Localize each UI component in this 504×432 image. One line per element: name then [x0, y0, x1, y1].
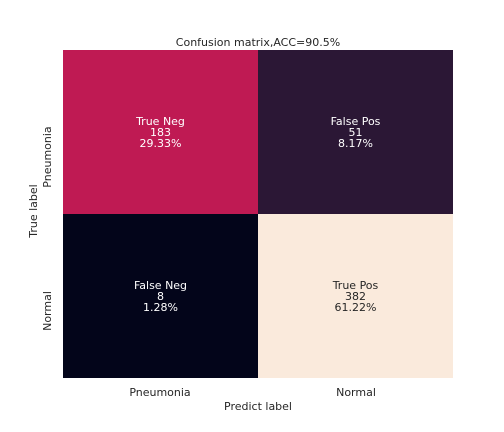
heatmap-cell-1-0	[63, 214, 258, 378]
cell-percent-0-1: 8.17%	[338, 137, 373, 150]
x-tick-label-0: Pneumonia	[129, 386, 190, 399]
heatmap-cell-0-1	[258, 50, 453, 214]
cell-label-0-0: True Neg	[135, 115, 185, 128]
cell-percent-1-0: 1.28%	[143, 301, 178, 314]
y-tick-label-1: Normal	[41, 291, 54, 331]
cell-percent-1-1: 61.22%	[335, 301, 377, 314]
chart-title: Confusion matrix,ACC=90.5%	[176, 36, 340, 49]
heatmap-cells	[63, 50, 453, 378]
y-tick-label-0: Pneumonia	[41, 126, 54, 187]
heatmap-cell-1-1	[258, 214, 453, 378]
y-axis-label: True label	[27, 184, 40, 238]
x-tick-label-1: Normal	[336, 386, 376, 399]
cell-label-1-1: True Pos	[332, 279, 379, 292]
cell-percent-0-0: 29.33%	[140, 137, 182, 150]
cell-count-1-0: 8	[157, 290, 164, 303]
cell-label-1-0: False Neg	[134, 279, 187, 292]
x-axis-label: Predict label	[224, 400, 292, 413]
heatmap-cell-0-0	[63, 50, 258, 214]
cell-label-0-1: False Pos	[331, 115, 381, 128]
cell-count-0-0: 183	[150, 126, 171, 139]
cell-count-0-1: 51	[349, 126, 363, 139]
cell-count-1-1: 382	[345, 290, 366, 303]
